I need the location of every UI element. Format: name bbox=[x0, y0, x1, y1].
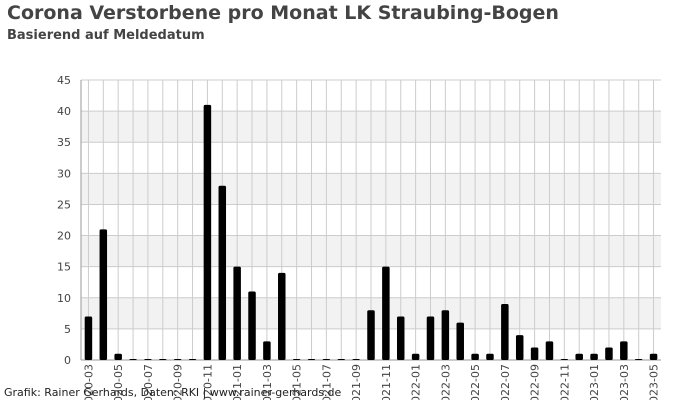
x-tick-label: 2021-05 bbox=[291, 364, 304, 400]
bar-2021-11 bbox=[382, 266, 390, 360]
x-tick-label: 2020-07 bbox=[142, 364, 155, 400]
bar-2023-04 bbox=[634, 359, 643, 360]
bar-2020-08 bbox=[159, 359, 167, 360]
bar-2020-09 bbox=[173, 359, 182, 360]
x-axis-ticks: 2020-03 2020-05 2020-07 2020-09 2020-11 2021-… bbox=[82, 364, 660, 400]
x-tick-label: 2021-09 bbox=[350, 364, 363, 400]
bar-2021-10 bbox=[367, 310, 375, 360]
bar-2020-03 bbox=[84, 316, 93, 360]
x-tick-label: 2021-03 bbox=[261, 364, 274, 400]
y-tick-label: 30 bbox=[57, 167, 71, 180]
bar-2021-09 bbox=[352, 359, 360, 360]
bar-2022-06 bbox=[486, 353, 494, 360]
bar-2021-08 bbox=[337, 359, 346, 360]
x-tick-label: 2020-03 bbox=[82, 364, 95, 400]
bar-2023-02 bbox=[605, 347, 613, 360]
x-tick-label: 2022-03 bbox=[439, 364, 452, 400]
x-tick-label: 2023-03 bbox=[618, 364, 631, 400]
bar-2021-06 bbox=[307, 359, 316, 360]
y-axis-ticks: 0 5 10 15 20 25 30 35 40 45 bbox=[57, 74, 71, 367]
x-tick-label: 2021-07 bbox=[320, 364, 333, 400]
bar-2022-04 bbox=[456, 322, 464, 360]
x-tick-label: 2021-01 bbox=[231, 364, 244, 400]
bar-2021-02 bbox=[248, 291, 256, 360]
bar-2022-10 bbox=[545, 341, 554, 360]
x-tick-label: 2022-11 bbox=[558, 364, 571, 400]
chart-title: Corona Verstorbene pro Monat LK Straubin… bbox=[7, 2, 559, 24]
bar-2021-01 bbox=[233, 266, 241, 360]
y-tick-label: 20 bbox=[57, 230, 71, 243]
bar-2020-12 bbox=[218, 185, 227, 360]
x-tick-label: 2020-05 bbox=[112, 364, 125, 400]
x-tick-label: 2023-05 bbox=[648, 364, 661, 400]
y-tick-label: 40 bbox=[57, 105, 71, 118]
bar-2022-02 bbox=[426, 316, 435, 360]
bar-2020-04 bbox=[99, 229, 108, 360]
x-tick-label: 2023-01 bbox=[588, 364, 601, 400]
y-tick-label: 10 bbox=[57, 292, 71, 305]
bar-2021-12 bbox=[396, 316, 405, 360]
bars bbox=[84, 104, 658, 360]
bar-2022-11 bbox=[560, 359, 569, 360]
x-tick-label: 2022-01 bbox=[410, 364, 423, 400]
y-tick-label: 35 bbox=[57, 136, 71, 149]
x-tick-label: 2022-09 bbox=[529, 364, 542, 400]
y-tick-label: 45 bbox=[57, 74, 71, 87]
y-tick-label: 15 bbox=[57, 261, 71, 274]
x-tick-label: 2022-05 bbox=[469, 364, 482, 400]
bar-2020-05 bbox=[114, 353, 122, 360]
bar-2022-07 bbox=[501, 304, 509, 360]
bar-2022-03 bbox=[441, 310, 450, 360]
bar-2020-07 bbox=[144, 359, 152, 360]
x-tick-label: 2020-09 bbox=[172, 364, 185, 400]
bar-2020-10 bbox=[188, 359, 197, 360]
chart-subtitle: Basierend auf Meldedatum bbox=[7, 28, 205, 43]
y-tick-label: 25 bbox=[57, 198, 71, 211]
bar-2022-08 bbox=[515, 335, 524, 360]
y-tick-label: 0 bbox=[64, 354, 71, 367]
bar-2022-09 bbox=[530, 347, 539, 360]
bar-2022-05 bbox=[471, 353, 479, 360]
source-credit: Grafik: Rainer Gerhards, Daten: RKI | ww… bbox=[4, 386, 342, 399]
bar-2021-03 bbox=[263, 341, 271, 360]
bar-2021-07 bbox=[322, 359, 331, 360]
bar-2022-01 bbox=[411, 353, 420, 360]
bar-2022-12 bbox=[575, 353, 583, 360]
bar-2023-03 bbox=[620, 341, 628, 360]
bar-2021-05 bbox=[292, 359, 301, 360]
x-tick-label: 2021-11 bbox=[380, 364, 393, 400]
y-tick-label: 5 bbox=[64, 323, 71, 336]
x-tick-label: 2022-07 bbox=[499, 364, 512, 400]
bar-2021-04 bbox=[278, 272, 286, 360]
grid-lines bbox=[80, 79, 661, 361]
x-tick-label: 2020-11 bbox=[201, 364, 214, 400]
bar-2020-06 bbox=[129, 359, 137, 360]
bar-2023-05 bbox=[649, 353, 658, 360]
bar-2023-01 bbox=[590, 353, 598, 360]
bar-2020-11 bbox=[203, 104, 212, 360]
